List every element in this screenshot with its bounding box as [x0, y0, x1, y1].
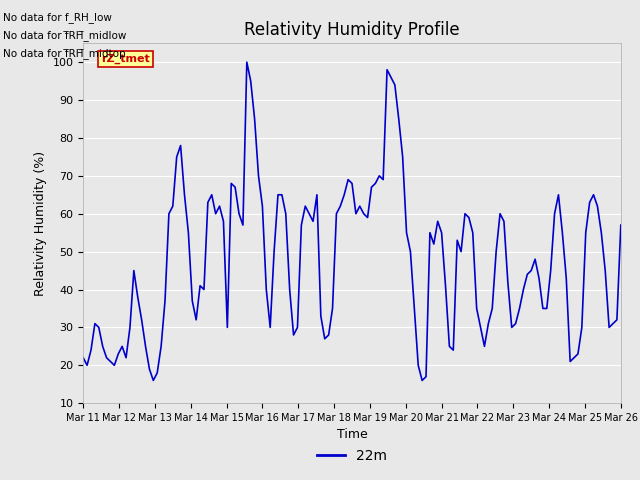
Text: No data for f̅RH̅_midtop: No data for f̅RH̅_midtop: [3, 48, 126, 60]
X-axis label: Time: Time: [337, 429, 367, 442]
Title: Relativity Humidity Profile: Relativity Humidity Profile: [244, 21, 460, 39]
Legend: 22m: 22m: [312, 443, 392, 468]
Text: No data for f̅RH̅_midlow: No data for f̅RH̅_midlow: [3, 30, 127, 41]
Text: No data for f_RH_low: No data for f_RH_low: [3, 12, 112, 23]
Y-axis label: Relativity Humidity (%): Relativity Humidity (%): [34, 151, 47, 296]
Text: rZ_tmet: rZ_tmet: [101, 54, 150, 64]
